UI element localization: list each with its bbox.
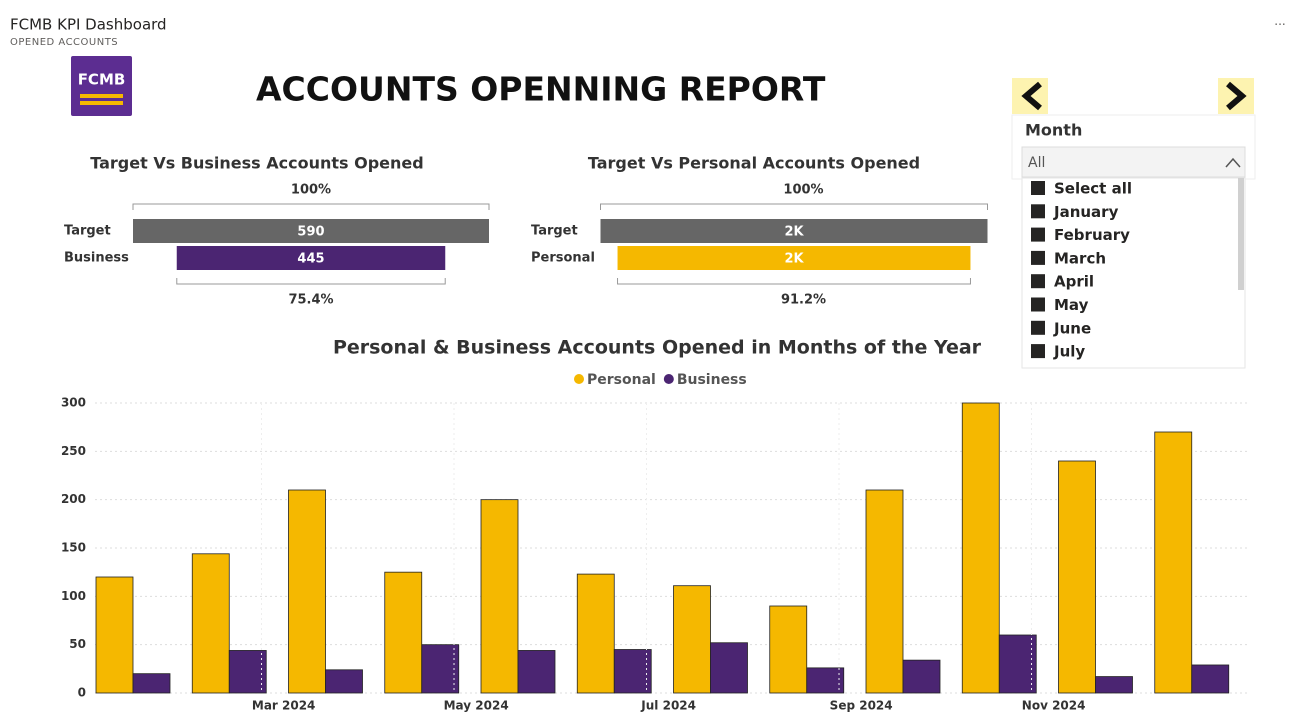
bar bbox=[902, 659, 941, 694]
bar bbox=[132, 673, 171, 694]
checkbox[interactable] bbox=[1031, 274, 1045, 289]
row-label: Personal bbox=[531, 251, 595, 266]
logo-text: FCMB bbox=[78, 71, 126, 89]
bar bbox=[613, 649, 652, 694]
bar bbox=[384, 571, 423, 694]
legend-label: Personal bbox=[587, 372, 656, 388]
funnel-bar bbox=[600, 219, 988, 243]
header-subtitle: OPENED ACCOUNTS bbox=[10, 37, 118, 48]
y-tick-label: 250 bbox=[61, 444, 86, 458]
bar bbox=[191, 553, 230, 694]
checkbox[interactable] bbox=[1031, 181, 1045, 195]
percent-bracket bbox=[176, 278, 446, 285]
funnel-bar bbox=[133, 219, 489, 243]
slicer-item: Select all bbox=[1054, 180, 1132, 198]
row-label: Target bbox=[64, 224, 111, 239]
bar-label: 2K bbox=[784, 252, 804, 267]
bar bbox=[673, 585, 711, 694]
bar bbox=[480, 499, 519, 694]
chart-title: Target Vs Business Accounts Opened bbox=[90, 154, 423, 173]
chart-title: Personal & Business Accounts Opened in M… bbox=[333, 337, 982, 359]
report-title: ACCOUNTS OPENNING REPORT bbox=[256, 70, 826, 109]
logo-bar bbox=[80, 101, 123, 105]
slicer-item: February bbox=[1054, 226, 1130, 244]
y-tick-label: 50 bbox=[69, 637, 86, 651]
bar bbox=[421, 644, 460, 694]
slicer-item: January bbox=[1053, 203, 1119, 221]
slicer-item: May bbox=[1054, 296, 1089, 314]
prev-icon bbox=[1021, 81, 1042, 111]
bar bbox=[228, 650, 267, 694]
percent-label: 75.4% bbox=[288, 293, 333, 308]
slicer-item: April bbox=[1054, 273, 1094, 291]
bar bbox=[517, 650, 556, 694]
dropdown-icon bbox=[1225, 157, 1241, 168]
next-icon bbox=[1226, 81, 1247, 111]
logo-bar bbox=[80, 94, 123, 98]
percent-bracket bbox=[600, 203, 988, 210]
slicer-item: June bbox=[1053, 319, 1091, 337]
percent-label: 100% bbox=[291, 183, 331, 198]
bar bbox=[865, 489, 904, 694]
y-tick-label: 150 bbox=[61, 541, 86, 555]
next-button[interactable] bbox=[1218, 78, 1254, 114]
bar-label: 2K bbox=[784, 225, 804, 240]
funnel-bar bbox=[176, 246, 446, 270]
bar bbox=[998, 634, 1037, 694]
slicer-item: July bbox=[1053, 343, 1085, 361]
legend-marker bbox=[663, 374, 674, 384]
scrollbar bbox=[1238, 178, 1244, 290]
bar bbox=[325, 669, 363, 694]
slicer-selected: All bbox=[1028, 155, 1045, 171]
bar bbox=[769, 605, 808, 694]
bar bbox=[961, 402, 1000, 694]
bar-label: 445 bbox=[297, 252, 324, 267]
y-tick-label: 300 bbox=[61, 396, 86, 410]
checkbox[interactable] bbox=[1031, 297, 1045, 312]
checkbox[interactable] bbox=[1031, 250, 1045, 265]
percent-label: 100% bbox=[783, 183, 823, 198]
bar bbox=[1154, 431, 1193, 694]
header-title: FCMB KPI Dashboard bbox=[10, 16, 167, 34]
x-tick-label: Sep 2024 bbox=[830, 699, 893, 713]
percent-bracket bbox=[132, 203, 490, 210]
percent-label: 91.2% bbox=[781, 293, 826, 308]
bar bbox=[710, 642, 748, 694]
slicer-item: March bbox=[1054, 249, 1106, 267]
checkbox[interactable] bbox=[1031, 227, 1045, 242]
y-tick-label: 200 bbox=[61, 492, 86, 506]
bar bbox=[576, 573, 615, 694]
bar bbox=[95, 576, 134, 694]
chart-title: Target Vs Personal Accounts Opened bbox=[588, 154, 920, 173]
checkbox[interactable] bbox=[1031, 344, 1045, 359]
x-tick-label: Mar 2024 bbox=[252, 699, 316, 713]
bar bbox=[1191, 664, 1230, 694]
x-tick-label: Nov 2024 bbox=[1022, 699, 1086, 713]
y-tick-label: 100 bbox=[61, 589, 86, 603]
percent-bracket bbox=[617, 278, 971, 285]
slicer-dropdown[interactable] bbox=[1021, 146, 1246, 178]
bar bbox=[288, 489, 326, 694]
bar bbox=[1095, 676, 1133, 694]
slicer-list bbox=[1021, 177, 1246, 369]
bar-label: 590 bbox=[297, 225, 324, 240]
bar bbox=[1058, 460, 1096, 694]
row-label: Target bbox=[531, 224, 578, 239]
y-tick-label: 0 bbox=[78, 686, 86, 700]
legend-marker bbox=[574, 374, 584, 384]
slicer-title: Month bbox=[1025, 121, 1082, 140]
checkbox[interactable] bbox=[1031, 204, 1045, 219]
checkbox[interactable] bbox=[1031, 320, 1045, 335]
x-tick-label: May 2024 bbox=[444, 699, 509, 713]
funnel-bar bbox=[617, 246, 971, 270]
x-tick-label: Jul 2024 bbox=[640, 699, 696, 713]
row-label: Business bbox=[64, 251, 129, 266]
menu[interactable]: ··· bbox=[1274, 18, 1285, 32]
legend-label: Business bbox=[677, 372, 747, 388]
bar bbox=[806, 667, 845, 694]
